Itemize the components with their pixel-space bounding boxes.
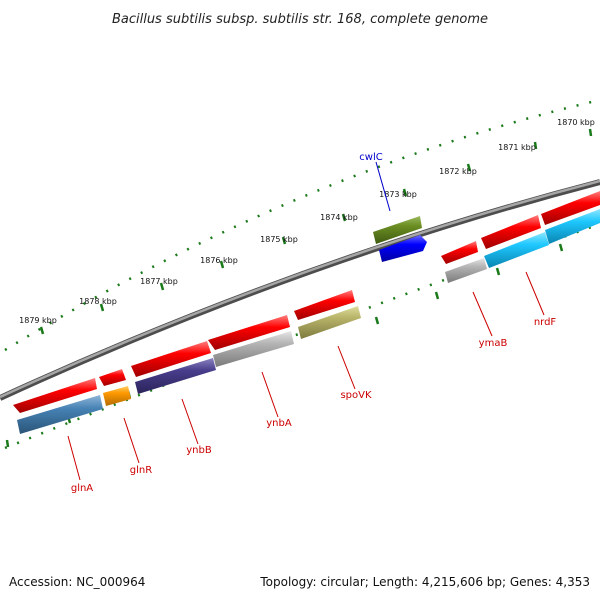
ruler-label: 1872 kbp	[439, 167, 477, 176]
cds-arrow[interactable]	[13, 378, 97, 413]
gene-label-ynba[interactable]: ynbA	[266, 418, 292, 429]
gene-label-nrdf[interactable]: nrdF	[534, 317, 557, 328]
ynba-arrow[interactable]	[213, 331, 294, 367]
gene-label-ymab[interactable]: ymaB	[479, 338, 508, 349]
ruler-label: 1871 kbp	[498, 143, 536, 152]
leader-line	[337, 345, 356, 390]
ruler-tick	[99, 303, 105, 312]
ruler-tick	[341, 213, 347, 222]
ruler-tick	[39, 326, 45, 335]
map-title: Bacillus subtilis subsp. subtilis str. 1…	[112, 12, 488, 27]
gene-label-spovk[interactable]: spoVK	[340, 390, 372, 401]
cds-arrow[interactable]	[208, 315, 290, 350]
ruler-label: 1879 kbp	[19, 316, 57, 325]
cds-arrow[interactable]	[481, 215, 541, 249]
cds-arrow[interactable]	[131, 341, 211, 377]
gene-label-ynbb[interactable]: ynbB	[186, 445, 212, 456]
accession-text: Accession: NC_000964	[9, 575, 145, 589]
gene-label-glna[interactable]: glnA	[71, 483, 93, 494]
leader-lines	[67, 161, 545, 481]
ruler-label: 1873 kbp	[379, 190, 417, 199]
leader-line	[525, 271, 545, 316]
ruler-tick	[588, 128, 593, 137]
leader-line	[472, 291, 493, 337]
gene-label-cwlc[interactable]: cwlC	[359, 152, 382, 163]
cwlc-blue-arrow[interactable]	[379, 235, 427, 262]
gene-labels: cwlC ymaB nrdF spoVK ynbA ynbB glnR glnA	[71, 152, 557, 494]
cds-arrow[interactable]	[99, 369, 126, 386]
ruler-tick	[466, 163, 472, 172]
cwlc-arrow[interactable]	[373, 216, 422, 244]
genome-summary-text: Topology: circular; Length: 4,215,606 bp…	[259, 575, 590, 589]
ruler-tick	[402, 188, 408, 197]
cds-arrow[interactable]	[441, 241, 478, 264]
ruler-tick	[558, 243, 564, 252]
ruler-labels: 1870 kbp 1871 kbp 1872 kbp 1873 kbp 1874…	[19, 118, 595, 325]
ruler-tick	[495, 267, 501, 276]
ruler-label: 1878 kbp	[79, 297, 117, 306]
genome-backbone	[0, 179, 600, 399]
ruler-tick	[159, 282, 165, 291]
glnr-arrow[interactable]	[103, 386, 131, 406]
ruler-label: 1870 kbp	[557, 118, 595, 127]
ruler-tick	[434, 291, 440, 300]
ruler-label: 1874 kbp	[320, 213, 358, 222]
ruler-tick	[219, 260, 225, 269]
ynbb-arrow[interactable]	[135, 358, 216, 394]
glna-arrow[interactable]	[17, 395, 103, 434]
ruler-tick	[533, 141, 538, 150]
ruler-tick	[281, 236, 287, 245]
nrdf-arrow[interactable]	[484, 232, 549, 268]
ymab-arrow[interactable]	[445, 258, 487, 283]
cds-arrow[interactable]	[294, 290, 355, 320]
backbone-shadow	[0, 179, 600, 401]
leader-line	[375, 161, 391, 212]
leader-line	[67, 435, 81, 481]
leader-line	[261, 371, 279, 418]
nrdf-next-arrow[interactable]	[545, 209, 600, 244]
ruler-tick	[5, 439, 10, 448]
leader-line	[181, 398, 199, 445]
outer-ruler-major-ticks	[39, 128, 593, 335]
features	[13, 191, 600, 434]
gene-label-glnr[interactable]: glnR	[130, 465, 152, 476]
outer-ruler-dots	[4, 98, 600, 352]
ruler-label: 1875 kbp	[260, 235, 298, 244]
spovk-arrow[interactable]	[298, 306, 361, 339]
ruler-label: 1876 kbp	[200, 256, 238, 265]
cds-arrow[interactable]	[541, 191, 600, 225]
leader-line	[123, 417, 140, 464]
ruler-label: 1877 kbp	[140, 277, 178, 286]
ruler-tick	[374, 316, 380, 325]
